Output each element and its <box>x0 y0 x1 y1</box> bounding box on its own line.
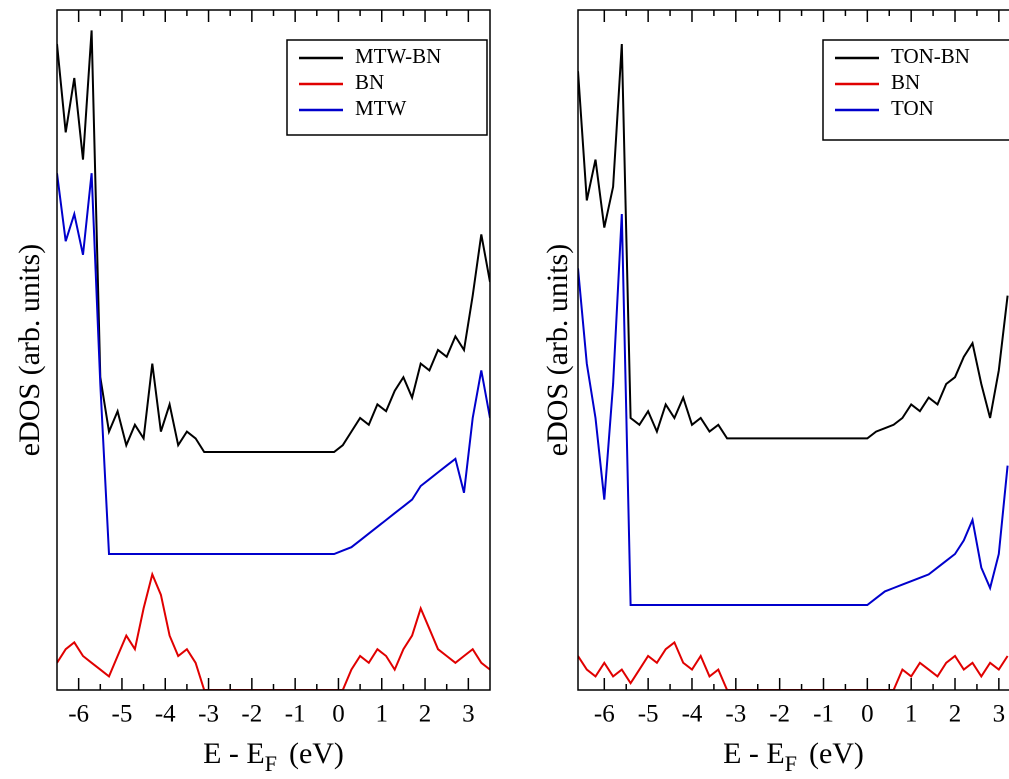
plot-frame <box>577 9 1009 691</box>
x-tick-label: 0 <box>332 701 345 728</box>
series-line <box>57 30 490 453</box>
legend-label: MTW-BN <box>355 44 441 68</box>
x-tick-label: -2 <box>241 701 262 728</box>
x-tick-label: -6 <box>594 701 615 728</box>
x-tick-label: 3 <box>993 701 1006 728</box>
x-label-unit: (eV) <box>809 737 864 770</box>
x-tick-label: 3 <box>462 701 475 728</box>
x-tick-label: -1 <box>813 701 834 728</box>
x-tick-label: -3 <box>725 701 746 728</box>
x-tick-label: -3 <box>198 701 219 728</box>
x-tick-label: 0 <box>861 701 874 728</box>
legend-label: TON-BN <box>891 44 970 68</box>
x-axis-label: E - EF (eV) <box>203 737 344 776</box>
x-tick-label: -6 <box>68 701 89 728</box>
x-label-unit: (eV) <box>289 737 344 770</box>
legend-label: BN <box>891 70 920 94</box>
x-tick-label: 1 <box>376 701 389 728</box>
chart-panel: -6 -5 -4 -3 -2 -1 0 1 2 3 E - EF (eV) eDOS (arb. uni… <box>13 9 491 776</box>
legend-box <box>286 39 488 136</box>
x-label-sub: F <box>785 751 797 776</box>
plot-area <box>57 30 490 690</box>
x-label-sub: F <box>265 751 277 776</box>
x-tick-label: -4 <box>155 701 176 728</box>
x-axis-label: E - EF (eV) <box>723 737 864 776</box>
x-tick-label: -5 <box>638 701 659 728</box>
legend-label: BN <box>355 70 384 94</box>
x-tick-label: -1 <box>285 701 306 728</box>
series-line <box>57 571 490 690</box>
series-line <box>578 213 1009 606</box>
x-label-main: E - E <box>203 737 265 770</box>
x-label-main: E - E <box>723 737 785 770</box>
series-line <box>578 43 1009 440</box>
plot-area <box>578 43 1009 690</box>
x-tick-label: -5 <box>112 701 133 728</box>
x-tick-label: -2 <box>769 701 790 728</box>
x-tick-label: 1 <box>905 701 918 728</box>
x-tick-label: 2 <box>949 701 962 728</box>
y-axis-label: eDOS (arb. units) <box>13 244 46 456</box>
legend-label: MTW <box>355 96 407 120</box>
x-tick-label: -4 <box>682 701 703 728</box>
y-axis-label: eDOS (arb. units) <box>541 244 574 456</box>
legend-label: TON <box>891 96 934 120</box>
chart-panel: -6 -5 -4 -3 -2 -1 0 1 2 3 E - EF (eV) eDOS (arb. uni… <box>541 9 1009 776</box>
series-line <box>578 640 1009 690</box>
x-tick-label: 2 <box>419 701 432 728</box>
legend-box <box>822 39 1009 141</box>
series-line <box>57 173 490 555</box>
